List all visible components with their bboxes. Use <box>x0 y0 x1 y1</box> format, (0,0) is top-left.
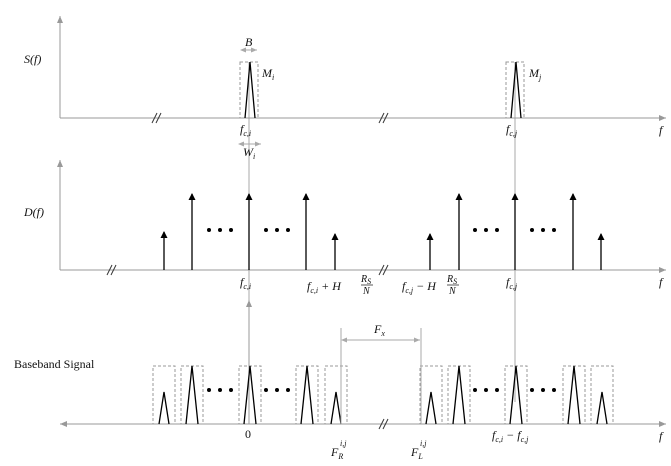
offset-minus-label: fc,j − H <box>402 279 437 295</box>
baseband-panel: Baseband Signal f 0 Fx F <box>14 300 666 461</box>
ellipsis-dots <box>264 228 290 232</box>
axis-break <box>151 112 162 124</box>
axis-break <box>378 418 389 430</box>
ellipsis-dots <box>530 228 556 232</box>
baseband-peak <box>509 365 523 425</box>
d-xlabel: f <box>659 275 664 289</box>
s-ylabel: S(f) <box>24 52 41 66</box>
baseband-xlabel: f <box>659 429 664 443</box>
bandwidth-label: B <box>245 35 253 49</box>
channel-box <box>152 365 176 425</box>
baseband-peak <box>425 391 437 425</box>
channel-box <box>419 365 443 425</box>
channel-box-j <box>505 61 525 119</box>
channel-box <box>324 365 348 425</box>
ellipsis-dots <box>473 228 499 232</box>
offset-plus-label: fc,i + H <box>307 279 342 295</box>
ellipsis-dots <box>207 228 233 232</box>
fl-label: FLi,j <box>410 439 427 461</box>
fx-label: Fx <box>373 322 385 338</box>
svg-text:RS: RS <box>360 274 371 286</box>
s-xlabel: f <box>659 123 664 137</box>
tick-label-fci: fc,i <box>240 275 251 291</box>
axis-break <box>378 264 389 276</box>
peak-label-j: Mj <box>528 66 542 82</box>
axis-break <box>106 264 117 276</box>
baseband-peak <box>300 365 314 425</box>
baseband-peak <box>567 365 581 425</box>
ellipsis-dots <box>264 388 290 392</box>
channel-box <box>238 365 262 425</box>
svg-text:RS: RS <box>446 274 457 286</box>
svg-text:N: N <box>448 286 457 297</box>
channel-box <box>504 365 528 425</box>
frequency-difference-label: fc,i − fc,j <box>492 428 529 444</box>
tick-label-fcj: fc,j <box>506 275 518 291</box>
tick-label-fci: fc,i <box>240 122 251 138</box>
channel-box <box>180 365 204 425</box>
baseband-peak <box>452 365 466 425</box>
baseband-peak <box>158 391 170 425</box>
fr-label: FRi,j <box>330 439 347 461</box>
channel-box-i <box>239 61 259 119</box>
channel-box <box>562 365 586 425</box>
svg-text:N: N <box>362 286 371 297</box>
tick-label-fcj: fc,j <box>506 122 518 138</box>
channel-box <box>447 365 471 425</box>
ellipsis-dots <box>207 388 233 392</box>
channel-box <box>590 365 614 425</box>
spectrum-peak-j <box>510 61 522 119</box>
baseband-peak <box>243 365 257 425</box>
width-label: Wi <box>243 145 255 161</box>
axis-break <box>378 112 389 124</box>
d-panel: D(f) f fc,i fc,j fc,i + H RS N fc,j − H … <box>23 160 666 297</box>
d-ylabel: D(f) <box>23 205 44 219</box>
channel-box <box>295 365 319 425</box>
baseband-peak <box>330 391 342 425</box>
baseband-peak <box>185 365 199 425</box>
ellipsis-dots <box>530 388 556 392</box>
spectrum-peak-i <box>244 61 256 119</box>
rate-fraction: RS N <box>360 274 373 297</box>
s-panel: S(f) f B Wi Mi Mj fc,i fc,j <box>24 16 666 161</box>
baseband-ylabel: Baseband Signal <box>14 357 95 371</box>
peak-label-i: Mi <box>261 66 274 82</box>
ellipsis-dots <box>473 388 499 392</box>
baseband-peak <box>596 391 608 425</box>
origin-label: 0 <box>245 427 251 441</box>
rate-fraction: RS N <box>446 274 459 297</box>
